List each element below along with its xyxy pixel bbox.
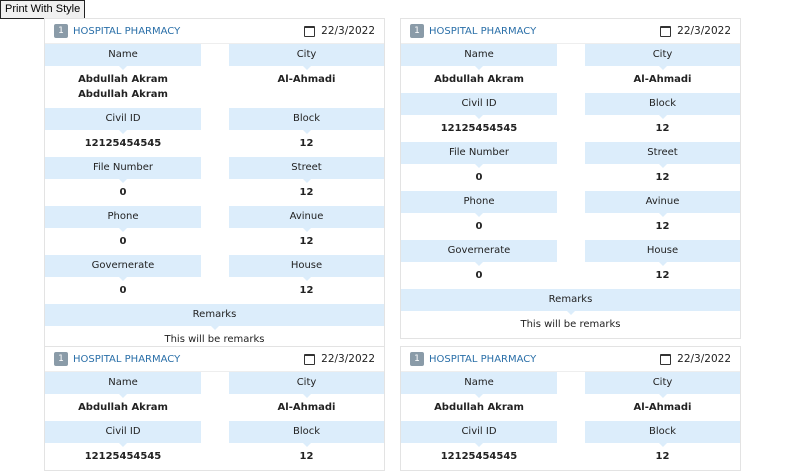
card-date: 22/3/2022 bbox=[321, 353, 375, 365]
calendar-icon bbox=[304, 25, 316, 37]
field-label: Civil ID bbox=[401, 421, 557, 447]
field-value: Al-Ahmadi bbox=[277, 402, 336, 413]
field-label: City bbox=[585, 44, 740, 70]
field-label: Name bbox=[45, 44, 201, 70]
remarks-value: This will be remarks bbox=[520, 319, 621, 330]
card-title[interactable]: HOSPITAL PHARMACY bbox=[429, 25, 537, 37]
card-header: 1 HOSPITAL PHARMACY 22/3/2022 bbox=[45, 19, 384, 44]
field-label: Name bbox=[45, 372, 201, 398]
field-label: Civil ID bbox=[45, 421, 201, 447]
field-value: 12 bbox=[655, 451, 670, 462]
field-label: Block bbox=[585, 93, 740, 119]
remarks-value: This will be remarks bbox=[164, 334, 265, 345]
field-label: House bbox=[229, 255, 384, 281]
field-value: 0 bbox=[475, 172, 483, 183]
patient-card: 1 HOSPITAL PHARMACY 22/3/2022 Name City A… bbox=[44, 346, 385, 471]
field-label: Block bbox=[585, 421, 740, 447]
index-badge: 1 bbox=[54, 24, 68, 38]
card-title[interactable]: HOSPITAL PHARMACY bbox=[429, 353, 537, 365]
details-grid: Name City Abdullah Akram Al-Ahmadi Civil ID… bbox=[401, 44, 740, 338]
calendar-icon bbox=[660, 353, 672, 365]
field-label: Name bbox=[401, 372, 557, 398]
card-date: 22/3/2022 bbox=[677, 353, 731, 365]
patient-card: 1 HOSPITAL PHARMACY 22/3/2022 Name City A… bbox=[44, 18, 385, 354]
card-header: 1 HOSPITAL PHARMACY 22/3/2022 bbox=[45, 347, 384, 372]
field-value: 12 bbox=[655, 123, 670, 134]
field-label: City bbox=[229, 372, 384, 398]
field-label: Block bbox=[229, 421, 384, 447]
card-title[interactable]: HOSPITAL PHARMACY bbox=[73, 353, 181, 365]
field-label: Governerate bbox=[45, 255, 201, 281]
field-label: Avinue bbox=[229, 206, 384, 232]
card-date: 22/3/2022 bbox=[321, 25, 375, 37]
field-value: Abdullah Akram bbox=[434, 402, 524, 413]
field-label: House bbox=[585, 240, 740, 266]
calendar-icon bbox=[660, 25, 672, 37]
card-header: 1 HOSPITAL PHARMACY 22/3/2022 bbox=[401, 19, 740, 44]
field-label: City bbox=[229, 44, 384, 70]
index-badge: 1 bbox=[410, 352, 424, 366]
field-value: 0 bbox=[475, 221, 483, 232]
field-label: Civil ID bbox=[401, 93, 557, 119]
details-grid: Name City Abdullah Akram Abdullah Akram Al… bbox=[45, 44, 384, 353]
field-label: Phone bbox=[45, 206, 201, 232]
field-value: 0 bbox=[119, 187, 127, 198]
field-value: 0 bbox=[119, 236, 127, 247]
field-value: 12125454545 bbox=[84, 451, 162, 462]
field-value: Abdullah Akram bbox=[78, 402, 168, 413]
field-value: Al-Ahmadi bbox=[633, 74, 692, 85]
field-value: 12125454545 bbox=[440, 123, 518, 134]
field-value: 12 bbox=[655, 221, 670, 232]
field-value: 12 bbox=[655, 172, 670, 183]
field-value: Al-Ahmadi bbox=[633, 402, 692, 413]
field-value: 0 bbox=[475, 270, 483, 281]
field-value: 0 bbox=[119, 285, 127, 296]
field-label: Phone bbox=[401, 191, 557, 217]
details-grid: Name City Abdullah Akram Al-Ahmadi Civil ID… bbox=[401, 372, 740, 470]
field-value: 12 bbox=[299, 236, 314, 247]
card-date: 22/3/2022 bbox=[677, 25, 731, 37]
patient-card: 1 HOSPITAL PHARMACY 22/3/2022 Name City A… bbox=[400, 18, 741, 339]
field-label: Block bbox=[229, 108, 384, 134]
field-value: Al-Ahmadi bbox=[277, 74, 336, 85]
field-label: Name bbox=[401, 44, 557, 70]
card-title[interactable]: HOSPITAL PHARMACY bbox=[73, 25, 181, 37]
field-value: 12 bbox=[655, 270, 670, 281]
field-value: 12 bbox=[299, 138, 314, 149]
field-value: Abdullah Akram bbox=[434, 74, 524, 85]
remarks-label: Remarks bbox=[45, 304, 384, 330]
field-label: File Number bbox=[45, 157, 201, 183]
remarks-label: Remarks bbox=[401, 289, 740, 315]
calendar-icon bbox=[304, 353, 316, 365]
field-value: 12 bbox=[299, 451, 314, 462]
field-value: 12 bbox=[299, 285, 314, 296]
index-badge: 1 bbox=[410, 24, 424, 38]
card-header: 1 HOSPITAL PHARMACY 22/3/2022 bbox=[401, 347, 740, 372]
index-badge: 1 bbox=[54, 352, 68, 366]
patient-card: 1 HOSPITAL PHARMACY 22/3/2022 Name City A… bbox=[400, 346, 741, 471]
field-label: File Number bbox=[401, 142, 557, 168]
field-label: Avinue bbox=[585, 191, 740, 217]
print-with-style-button[interactable]: Print With Style bbox=[0, 0, 86, 19]
field-label: Street bbox=[229, 157, 384, 183]
field-label: Civil ID bbox=[45, 108, 201, 134]
field-value: Abdullah Akram Abdullah Akram bbox=[78, 74, 168, 100]
field-label: City bbox=[585, 372, 740, 398]
field-value: 12 bbox=[299, 187, 314, 198]
details-grid: Name City Abdullah Akram Al-Ahmadi Civil ID… bbox=[45, 372, 384, 470]
field-value: 12125454545 bbox=[440, 451, 518, 462]
field-label: Street bbox=[585, 142, 740, 168]
field-value: 12125454545 bbox=[84, 138, 162, 149]
field-label: Governerate bbox=[401, 240, 557, 266]
